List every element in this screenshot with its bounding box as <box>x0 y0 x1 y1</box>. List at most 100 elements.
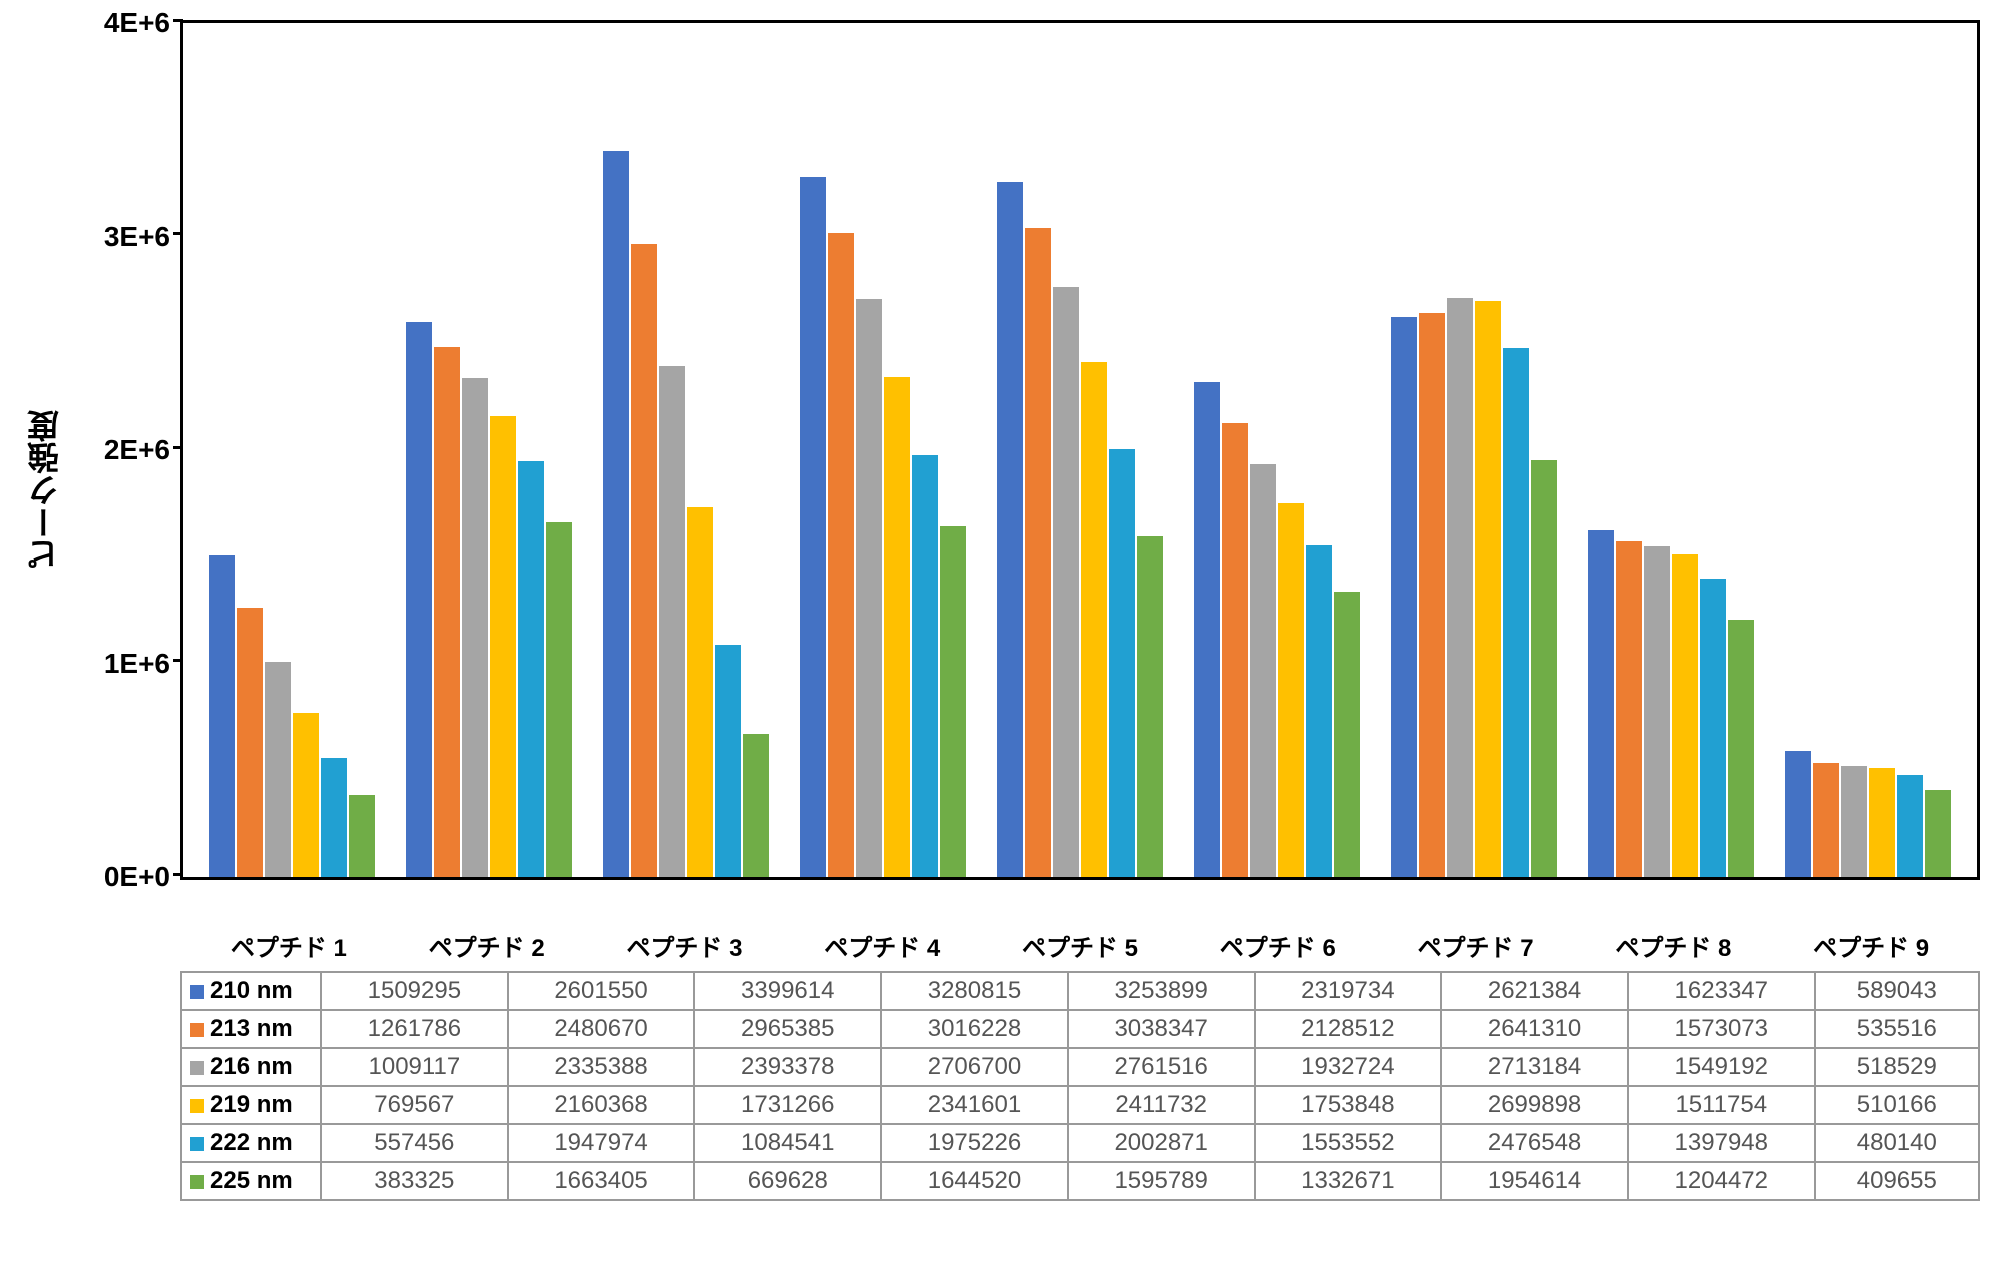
x-axis-label: ペプチド 8 <box>1574 920 1772 971</box>
value-cell: 1947974 <box>508 1124 695 1162</box>
series-name: 225 nm <box>210 1167 293 1194</box>
bar <box>1841 766 1867 877</box>
series-legend-cell: 213 nm <box>181 1010 321 1048</box>
bar <box>349 795 375 877</box>
series-name: 213 nm <box>210 1015 293 1042</box>
bar <box>1644 546 1670 877</box>
value-cell: 2393378 <box>694 1048 881 1086</box>
legend-swatch <box>190 1061 204 1075</box>
value-cell: 3280815 <box>881 972 1068 1010</box>
bar <box>1334 592 1360 877</box>
bar <box>237 608 263 877</box>
value-cell: 2601550 <box>508 972 695 1010</box>
value-cell: 3399614 <box>694 972 881 1010</box>
y-tick-mark <box>173 232 183 235</box>
bar <box>715 645 741 877</box>
value-cell: 3253899 <box>1068 972 1255 1010</box>
bar <box>406 322 432 877</box>
value-cell: 383325 <box>321 1162 508 1200</box>
bar <box>1278 503 1304 877</box>
bar <box>1785 751 1811 877</box>
bar <box>1053 287 1079 877</box>
legend-swatch <box>190 1175 204 1189</box>
bar <box>462 378 488 877</box>
bar-group <box>390 23 587 877</box>
y-axis-ticks: 0E+01E+62E+63E+64E+6 <box>70 20 180 880</box>
bar <box>518 461 544 877</box>
y-tick-label: 0E+0 <box>104 861 170 893</box>
x-axis-labels: ペプチド 1ペプチド 2ペプチド 3ペプチド 4ペプチド 5ペプチド 6ペプチド… <box>180 920 1980 971</box>
bar <box>856 299 882 877</box>
value-cell: 2341601 <box>881 1086 1068 1124</box>
x-axis-label: ペプチド 3 <box>586 920 784 971</box>
value-cell: 510166 <box>1815 1086 1979 1124</box>
bar <box>1531 460 1557 877</box>
series-name: 219 nm <box>210 1091 293 1118</box>
legend-swatch <box>190 1099 204 1113</box>
plot-region <box>180 20 1980 880</box>
y-tick-mark <box>173 659 183 662</box>
value-cell: 2335388 <box>508 1048 695 1086</box>
value-cell: 1084541 <box>694 1124 881 1162</box>
value-cell: 3038347 <box>1068 1010 1255 1048</box>
value-cell: 1553552 <box>1255 1124 1442 1162</box>
value-cell: 2480670 <box>508 1010 695 1048</box>
series-name: 222 nm <box>210 1129 293 1156</box>
value-cell: 2965385 <box>694 1010 881 1048</box>
x-axis-label: ペプチド 2 <box>388 920 586 971</box>
bar-group <box>1179 23 1376 877</box>
table-row: 213 nm1261786248067029653853016228303834… <box>181 1010 1979 1048</box>
table-row: 222 nm5574561947974108454119752262002871… <box>181 1124 1979 1162</box>
x-axis-label: ペプチド 4 <box>783 920 981 971</box>
series-legend-cell: 219 nm <box>181 1086 321 1124</box>
value-cell: 1009117 <box>321 1048 508 1086</box>
bar <box>1700 579 1726 877</box>
bar <box>659 366 685 877</box>
x-axis-label: ペプチド 9 <box>1772 920 1970 971</box>
bar <box>1447 298 1473 877</box>
x-axis-label: ペプチド 5 <box>981 920 1179 971</box>
value-cell: 1644520 <box>881 1162 1068 1200</box>
bar <box>1672 554 1698 877</box>
value-cell: 1511754 <box>1628 1086 1815 1124</box>
value-cell: 480140 <box>1815 1124 1979 1162</box>
table-row: 225 nm3833251663405669628164452015957891… <box>181 1162 1979 1200</box>
y-tick-label: 1E+6 <box>104 648 170 680</box>
value-cell: 409655 <box>1815 1162 1979 1200</box>
value-cell: 2706700 <box>881 1048 1068 1086</box>
value-cell: 518529 <box>1815 1048 1979 1086</box>
bar <box>940 526 966 877</box>
bar <box>293 713 319 877</box>
bar <box>884 377 910 877</box>
series-name: 210 nm <box>210 977 293 1004</box>
series-name: 216 nm <box>210 1053 293 1080</box>
value-cell: 1954614 <box>1441 1162 1628 1200</box>
value-cell: 669628 <box>694 1162 881 1200</box>
bar <box>1194 382 1220 877</box>
value-cell: 1932724 <box>1255 1048 1442 1086</box>
table-row: 216 nm1009117233538823933782706700276151… <box>181 1048 1979 1086</box>
bar <box>1419 313 1445 877</box>
value-cell: 589043 <box>1815 972 1979 1010</box>
value-cell: 1731266 <box>694 1086 881 1124</box>
series-legend-cell: 216 nm <box>181 1048 321 1086</box>
value-cell: 535516 <box>1815 1010 1979 1048</box>
bar-group <box>587 23 784 877</box>
value-cell: 3016228 <box>881 1010 1068 1048</box>
value-cell: 1549192 <box>1628 1048 1815 1086</box>
bar <box>1503 348 1529 877</box>
value-cell: 2128512 <box>1255 1010 1442 1048</box>
bar <box>546 522 572 877</box>
bar <box>209 555 235 877</box>
bar <box>1025 228 1051 877</box>
value-cell: 1204472 <box>1628 1162 1815 1200</box>
y-tick-label: 2E+6 <box>104 434 170 466</box>
bar <box>265 662 291 877</box>
value-cell: 2621384 <box>1441 972 1628 1010</box>
bar <box>743 734 769 877</box>
value-cell: 2160368 <box>508 1086 695 1124</box>
bar <box>321 758 347 877</box>
bar <box>912 455 938 877</box>
bar <box>1588 530 1614 877</box>
bar <box>1391 317 1417 877</box>
